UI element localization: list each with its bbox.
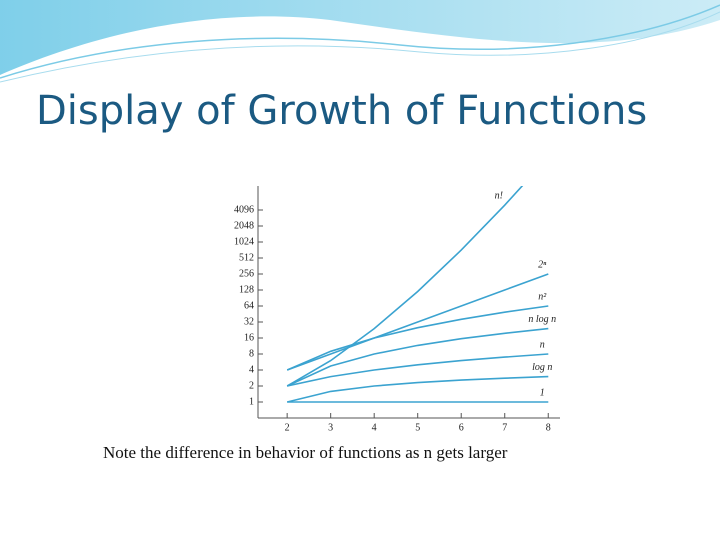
x-tick-label: 6 bbox=[459, 422, 464, 433]
y-tick-label: 256 bbox=[239, 268, 254, 279]
y-tick-label: 32 bbox=[244, 316, 254, 327]
series-line bbox=[286, 327, 549, 387]
y-tick-label: 512 bbox=[239, 252, 254, 263]
x-tick-label: 3 bbox=[328, 422, 333, 433]
x-tick-label: 7 bbox=[502, 422, 507, 433]
y-tick-label: 1024 bbox=[234, 236, 254, 247]
y-tick-label: 2048 bbox=[234, 220, 254, 231]
series-line bbox=[286, 273, 549, 371]
x-tick-label: 2 bbox=[285, 422, 290, 433]
y-tick-label: 8 bbox=[249, 348, 254, 359]
y-tick-label: 4096 bbox=[234, 204, 254, 215]
chart-background bbox=[255, 184, 561, 432]
x-tick-label: 4 bbox=[372, 422, 377, 433]
series-label: n² bbox=[538, 291, 547, 302]
series-label: n bbox=[540, 339, 545, 350]
y-tick-label: 2 bbox=[249, 380, 254, 391]
series-line bbox=[287, 353, 549, 387]
x-tick-label: 8 bbox=[546, 422, 551, 433]
series-label: n! bbox=[495, 191, 503, 202]
y-tick-label: 64 bbox=[244, 300, 254, 311]
y-tick-label: 4 bbox=[249, 364, 254, 375]
series-line bbox=[286, 186, 524, 387]
y-tick-label: 1 bbox=[249, 396, 254, 407]
series-line bbox=[287, 375, 549, 403]
series-label: 2ⁿ bbox=[538, 259, 547, 270]
slide-title: Display of Growth of Functions bbox=[36, 88, 648, 134]
y-tick-label: 16 bbox=[244, 332, 254, 343]
caption: Note the difference in behavior of funct… bbox=[103, 443, 508, 462]
header-decoration bbox=[0, 0, 720, 83]
y-tick-label: 128 bbox=[239, 284, 254, 295]
series-label: n log n bbox=[528, 314, 556, 325]
x-tick-label: 5 bbox=[415, 422, 420, 433]
plot-area bbox=[286, 186, 549, 403]
series-line bbox=[286, 305, 549, 371]
series-label: log n bbox=[532, 362, 552, 373]
series-label: 1 bbox=[540, 387, 545, 398]
